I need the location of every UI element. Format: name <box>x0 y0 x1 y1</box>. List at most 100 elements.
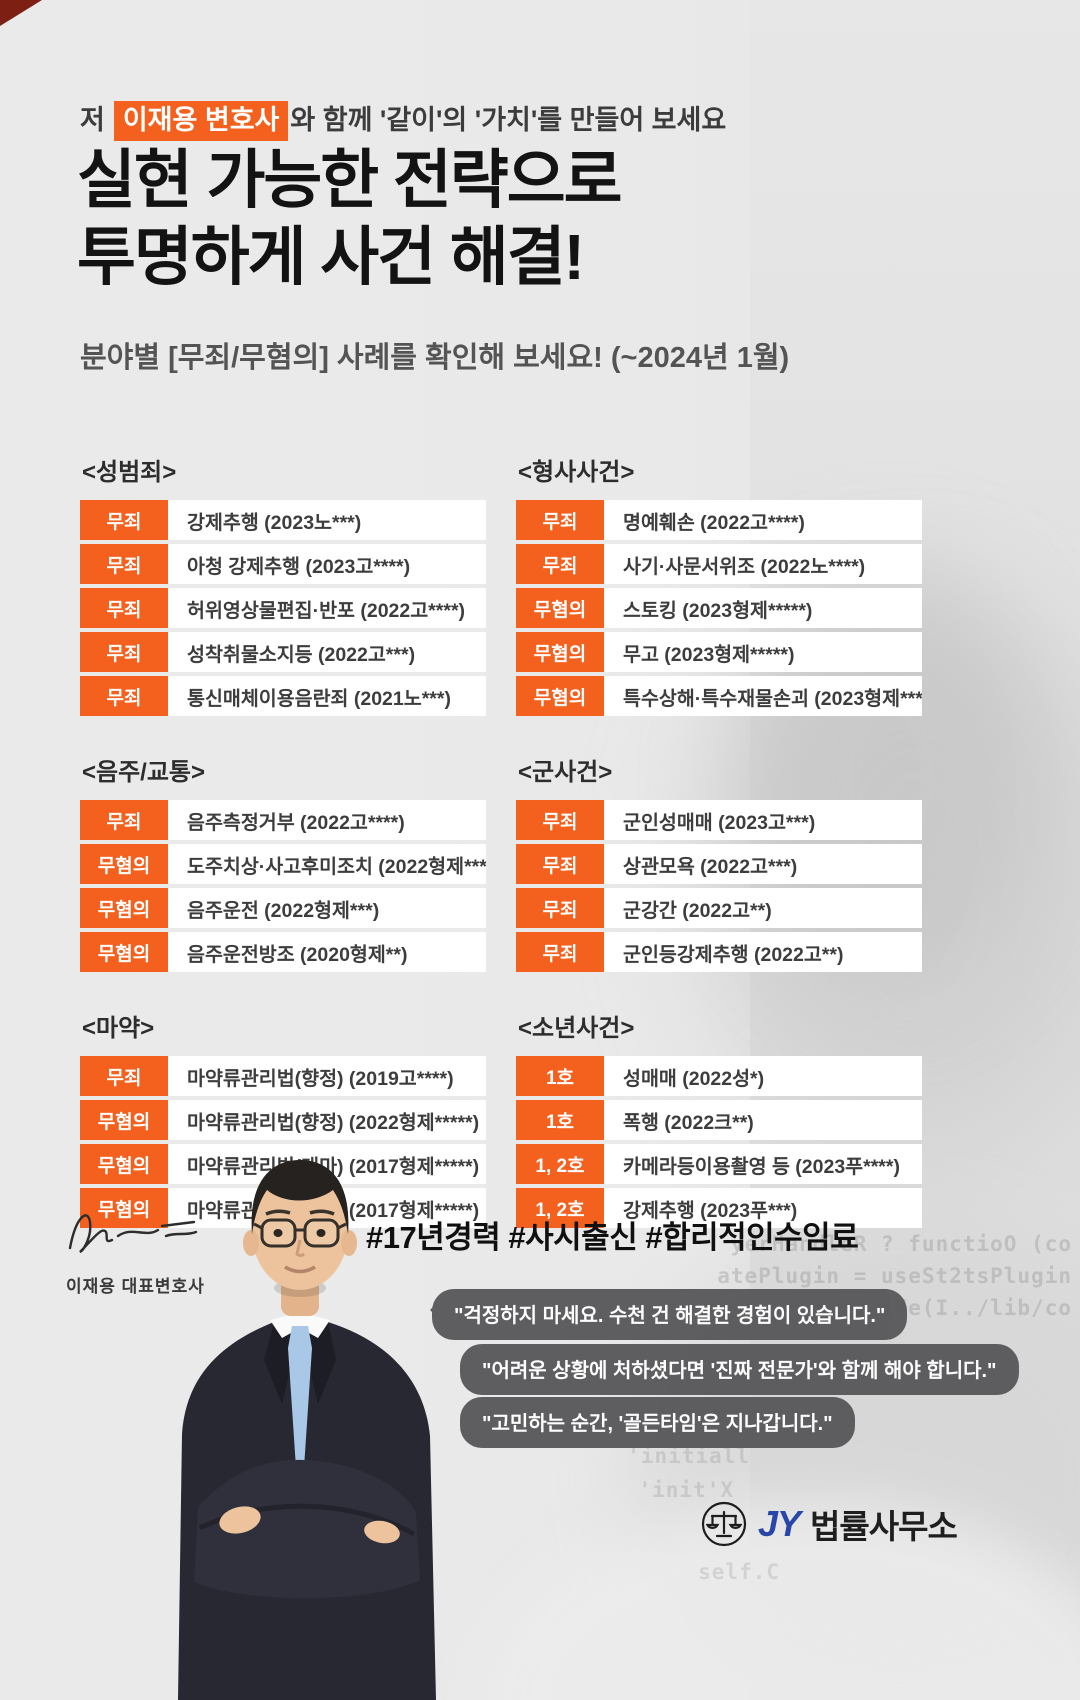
case-description: 특수상해·특수재물손괴 (2023형제*****) <box>604 676 922 716</box>
case-description: 마약류관리법(향정) (2019고****) <box>168 1056 486 1096</box>
logo-initials: JY <box>758 1503 801 1544</box>
case-description: 마약류관리법(향정) (2022형제*****) <box>168 1100 486 1140</box>
section-label: <형사사건> <box>518 459 635 486</box>
verdict-badge: 무혐의 <box>516 588 604 628</box>
case-description: 음주운전 (2022형제***) <box>168 888 486 928</box>
table-row: 무죄 음주측정거부 (2022고****) <box>80 800 486 840</box>
case-section: <음주/교통> 무죄 음주측정거부 (2022고****) 무혐의 도주치상·사… <box>80 752 486 976</box>
verdict-badge: 무혐의 <box>80 1144 168 1184</box>
verdict-badge: 무혐의 <box>80 1100 168 1140</box>
page-title: 실현 가능한 전략으로 투명하게 사건 해결! <box>77 142 622 296</box>
table-row: 무죄 통신매체이용음란죄 (2021노***) <box>80 676 486 716</box>
table-row: 무죄 사기·사문서위조 (2022노****) <box>516 544 922 584</box>
case-description: 군인등강제추행 (2022고**) <box>604 932 922 972</box>
case-description: 통신매체이용음란죄 (2021노***) <box>168 676 486 716</box>
case-section: <소년사건> 1호 성매매 (2022성*) 1호 폭행 (2022크**) 1… <box>516 1008 922 1232</box>
case-description: 군강간 (2022고**) <box>604 888 922 928</box>
case-table: 무죄 명예훼손 (2022고****) 무죄 사기·사문서위조 (2022노**… <box>516 500 922 716</box>
table-row: 1호 폭행 (2022크**) <box>516 1100 922 1140</box>
lawyer-figure <box>178 1160 436 1700</box>
table-row: 무죄 마약류관리법(향정) (2019고****) <box>80 1056 486 1096</box>
case-description: 명예훼손 (2022고****) <box>604 500 922 540</box>
table-row: 1, 2호 강제추행 (2023푸***) <box>516 1188 922 1228</box>
case-description: 무고 (2023형제*****) <box>604 632 922 672</box>
table-row: 무죄 상관모욕 (2022고***) <box>516 844 922 884</box>
table-row: 무죄 강제추행 (2023노***) <box>80 500 486 540</box>
case-description: 강제추행 (2023노***) <box>168 500 486 540</box>
verdict-badge: 무혐의 <box>80 844 168 884</box>
table-row: 무죄 성착취물소지등 (2022고***) <box>80 632 486 672</box>
verdict-badge: 무죄 <box>516 844 604 884</box>
case-table: 무죄 강제추행 (2023노***) 무죄 아청 강제추행 (2023고****… <box>80 500 486 716</box>
lawyer-photo <box>178 1160 436 1700</box>
firm-logo: JY 법률사무소 <box>700 1500 958 1548</box>
case-section: <군사건> 무죄 군인성매매 (2023고***) 무죄 상관모욕 (2022고… <box>516 752 922 976</box>
case-description: 스토킹 (2023형제*****) <box>604 588 922 628</box>
table-row: 무혐의 도주치상·사고후미조치 (2022형제*****) <box>80 844 486 884</box>
page-subtitle: 분야별 [무죄/무혐의] 사례를 확인해 보세요! (~2024년 1월) <box>80 342 790 374</box>
table-row: 무죄 군인등강제추행 (2022고**) <box>516 932 922 972</box>
case-description: 상관모욕 (2022고***) <box>604 844 922 884</box>
quote-bubble: "어려운 상황에 처하셨다면 '진짜 전문가'와 함께 해야 합니다." <box>460 1344 1019 1395</box>
tagline: 저 이재용 변호사 와 함께 '같이'의 '가치'를 만들어 보세요 <box>80 98 727 141</box>
table-row: 무죄 허위영상물편집·반포 (2022고****) <box>80 588 486 628</box>
signature <box>68 1214 198 1254</box>
verdict-badge: 무혐의 <box>80 1188 168 1228</box>
table-row: 무죄 아청 강제추행 (2023고****) <box>80 544 486 584</box>
case-section: <성범죄> 무죄 강제추행 (2023노***) 무죄 아청 강제추행 (202… <box>80 452 486 720</box>
verdict-badge: 무죄 <box>80 632 168 672</box>
verdict-badge: 1, 2호 <box>516 1188 604 1228</box>
verdict-badge: 무죄 <box>516 500 604 540</box>
scales-of-justice-icon <box>701 1501 747 1547</box>
tagline-suffix: 와 함께 '같이'의 '가치'를 만들어 보세요 <box>290 105 727 135</box>
verdict-badge: 1호 <box>516 1056 604 1096</box>
case-description: 군인성매매 (2023고***) <box>604 800 922 840</box>
verdict-badge: 무혐의 <box>80 888 168 928</box>
quote-bubble: "고민하는 순간, '골든타임'은 지나갑니다." <box>460 1397 855 1448</box>
case-description: 폭행 (2022크**) <box>604 1100 922 1140</box>
section-label: <성범죄> <box>82 459 177 486</box>
section-label: <마약> <box>82 1015 155 1042</box>
section-label: <음주/교통> <box>82 759 206 786</box>
case-description: 도주치상·사고후미조치 (2022형제*****) <box>168 844 486 884</box>
verdict-badge: 무죄 <box>516 544 604 584</box>
table-row: 무혐의 무고 (2023형제*****) <box>516 632 922 672</box>
table-row: 무죄 군강간 (2022고**) <box>516 888 922 928</box>
verdict-badge: 무혐의 <box>516 632 604 672</box>
verdict-badge: 무죄 <box>80 500 168 540</box>
verdict-badge: 무혐의 <box>516 676 604 716</box>
verdict-badge: 1호 <box>516 1100 604 1140</box>
verdict-badge: 무죄 <box>80 800 168 840</box>
table-row: 무혐의 특수상해·특수재물손괴 (2023형제*****) <box>516 676 922 716</box>
background-code-text: yerHandleR ? functioO (co <box>730 1232 1072 1256</box>
table-row: 1, 2호 카메라등이용촬영 등 (2023푸****) <box>516 1144 922 1184</box>
case-description: 허위영상물편집·반포 (2022고****) <box>168 588 486 628</box>
background-code-text: iKe(I../lib/co <box>880 1296 1072 1320</box>
verdict-badge: 무죄 <box>516 932 604 972</box>
tagline-highlight: 이재용 변호사 <box>113 101 289 141</box>
tagline-prefix: 저 <box>80 105 105 135</box>
table-row: 무혐의 음주운전방조 (2020형제**) <box>80 932 486 972</box>
case-section: <형사사건> 무죄 명예훼손 (2022고****) 무죄 사기·사문서위조 (… <box>516 452 922 720</box>
case-description: 음주운전방조 (2020형제**) <box>168 932 486 972</box>
case-table: 1호 성매매 (2022성*) 1호 폭행 (2022크**) 1, 2호 카메… <box>516 1056 922 1228</box>
table-row: 무죄 군인성매매 (2023고***) <box>516 800 922 840</box>
case-description: 강제추행 (2023푸***) <box>604 1188 922 1228</box>
case-description: 카메라등이용촬영 등 (2023푸****) <box>604 1144 922 1184</box>
case-description: 아청 강제추행 (2023고****) <box>168 544 486 584</box>
verdict-badge: 무죄 <box>516 888 604 928</box>
table-row: 무죄 명예훼손 (2022고****) <box>516 500 922 540</box>
hashtags: #17년경력 #사시출신 #합리적인수임료 <box>366 1220 859 1255</box>
verdict-badge: 무죄 <box>80 588 168 628</box>
background-code-text: self.C <box>698 1560 780 1584</box>
signature-name: 이재용 대표변호사 <box>66 1277 205 1296</box>
case-table: 무죄 음주측정거부 (2022고****) 무혐의 도주치상·사고후미조치 (2… <box>80 800 486 972</box>
logo-name: 법률사무소 <box>810 1508 958 1545</box>
case-description: 음주측정거부 (2022고****) <box>168 800 486 840</box>
table-row: 1호 성매매 (2022성*) <box>516 1056 922 1096</box>
verdict-badge: 무죄 <box>80 1056 168 1096</box>
verdict-badge: 1, 2호 <box>516 1144 604 1184</box>
case-description: 성착취물소지등 (2022고***) <box>168 632 486 672</box>
corner-accent-shape <box>0 0 42 26</box>
